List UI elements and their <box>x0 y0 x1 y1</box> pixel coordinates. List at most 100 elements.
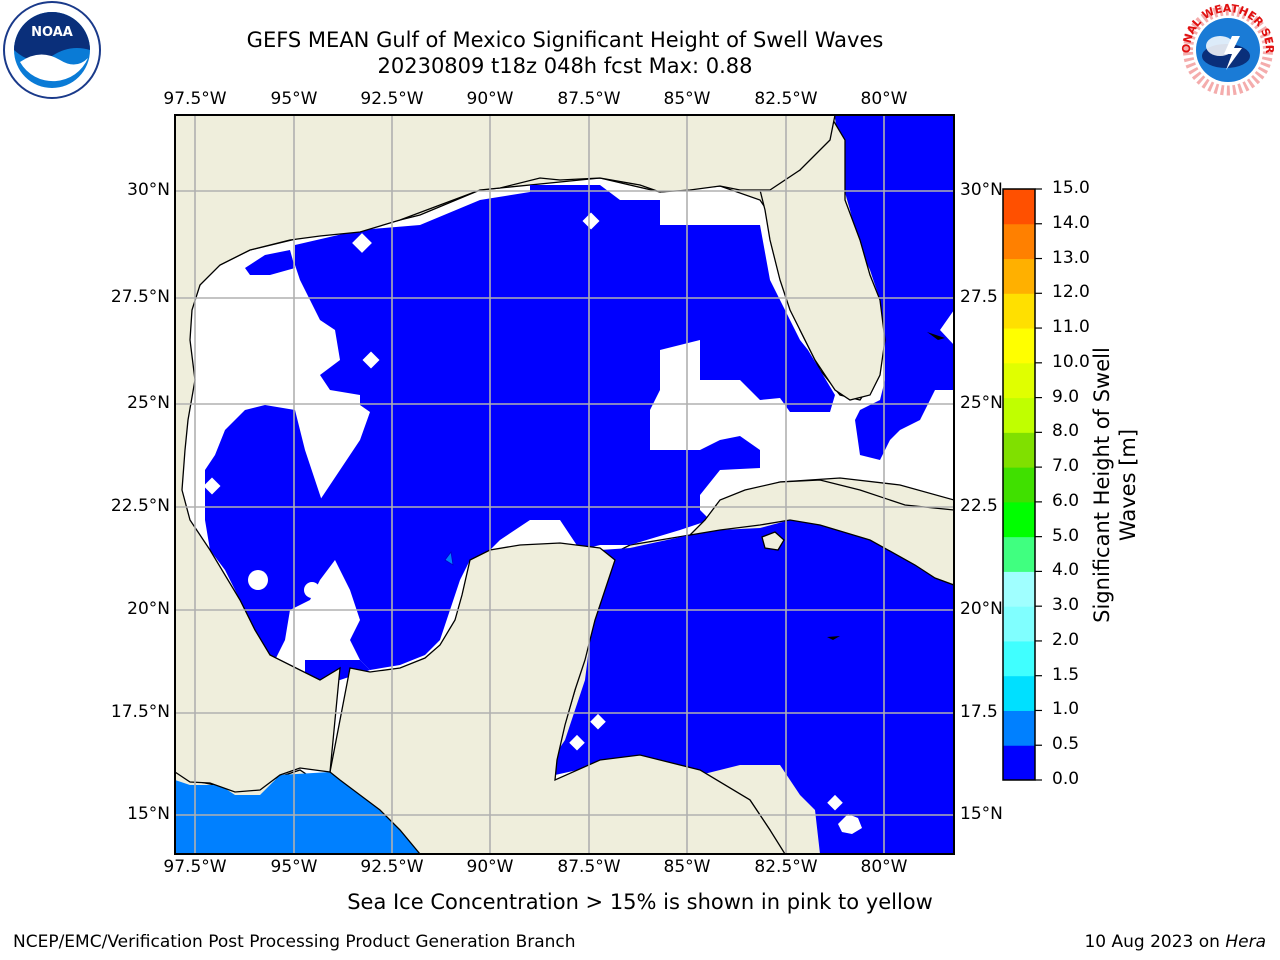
colorbar-tick-label: 9.0 <box>1052 386 1080 407</box>
grid-lines <box>175 115 954 854</box>
lat-label: 15°N <box>960 804 1003 824</box>
land-isle-youth <box>761 531 785 551</box>
colorbar-segment <box>1003 501 1035 538</box>
colorbar-label: Significant Height of Swell Waves [m] <box>1090 347 1140 623</box>
lon-label: 92.5°W <box>360 857 424 877</box>
colorbar-segment <box>1003 397 1035 433</box>
lat-label: 20°N <box>127 599 170 619</box>
footer-credit: NCEP/EMC/Verification Post Processing Pr… <box>13 932 576 952</box>
lon-label: 95°W <box>270 89 318 109</box>
colorbar-tick-label: 1.0 <box>1052 699 1080 720</box>
colorbar-segment <box>1003 432 1035 468</box>
sea-ice-note: Sea Ice Concentration > 15% is shown in … <box>347 890 933 914</box>
lon-label: 82.5°W <box>754 857 818 877</box>
lon-label: 85°W <box>663 857 711 877</box>
calm-cell <box>569 734 585 751</box>
svg-text:NOAA: NOAA <box>31 25 73 40</box>
land-yucatan <box>329 542 786 854</box>
lon-label: 87.5°W <box>557 89 621 109</box>
colorbar-segment <box>1003 328 1035 364</box>
swell-region-caribbean <box>555 520 954 854</box>
colorbar-tick-label: 12.0 <box>1052 282 1090 303</box>
lat-label: 22.5 <box>960 496 998 516</box>
calm-cell <box>838 814 862 834</box>
colorbar-segment <box>1003 362 1035 399</box>
colorbar-tick-label: 11.0 <box>1052 317 1090 338</box>
calm-cell <box>582 212 600 230</box>
lat-label: 30°N <box>960 180 1003 200</box>
island <box>827 636 840 640</box>
colorbar-tick-label: 4.0 <box>1052 560 1080 581</box>
colorbar-tick-label: 3.0 <box>1052 595 1080 616</box>
colorbar-tick-label: 13.0 <box>1052 247 1090 268</box>
swell-region-pacific <box>175 772 420 854</box>
colorbar-segment <box>1003 675 1035 711</box>
calm-cell <box>660 345 700 380</box>
lon-label: 85°W <box>663 89 711 109</box>
colorbar-segment <box>1003 571 1035 607</box>
calm-cell <box>827 794 843 811</box>
swell-region-upper-left <box>245 250 295 275</box>
colorbar-tick-label: 15.0 <box>1052 178 1090 198</box>
colorbar-tick-label: 1.5 <box>1052 664 1080 685</box>
colorbar-tick-label: 6.0 <box>1052 490 1080 511</box>
calm-cell <box>304 582 320 598</box>
lat-label: 20°N <box>960 599 1003 619</box>
colorbar-tick-label: 7.0 <box>1052 456 1080 477</box>
colorbar-segment <box>1003 293 1035 329</box>
colorbar <box>1002 188 1042 781</box>
colorbar-tick-label: 5.0 <box>1052 525 1080 546</box>
colorbar-segment <box>1003 536 1035 572</box>
footer-date: 10 Aug 2023 on Hera <box>1084 932 1266 952</box>
calm-cell <box>590 713 606 730</box>
lat-label: 27.5 <box>960 287 998 307</box>
colorbar-segment <box>1003 258 1035 294</box>
swell-region-west <box>205 405 335 660</box>
lat-label: 17.5°N <box>110 702 170 722</box>
colorbar-tick-label: 8.0 <box>1052 421 1080 442</box>
colorbar-segment <box>1003 606 1035 642</box>
lon-label: 80°W <box>860 89 908 109</box>
nws-logo: NATIONAL WEATHER SERVICE <box>1176 0 1276 98</box>
chart-subtitle: 20230809 t18z 048h fcst Max: 0.88 <box>377 54 753 78</box>
colorbar-segment <box>1003 640 1035 677</box>
lon-label: 87.5°W <box>557 857 621 877</box>
colorbar-segment <box>1003 223 1035 260</box>
swell-region-east <box>835 115 954 460</box>
lon-label: 97.5°W <box>163 857 227 877</box>
lat-label: 17.5 <box>960 702 998 722</box>
lon-label: 97.5°W <box>163 89 227 109</box>
chart-title: GEFS MEAN Gulf of Mexico Significant Hei… <box>246 28 884 52</box>
colorbar-tick-label: 14.0 <box>1052 212 1090 233</box>
colorbar-segment <box>1003 189 1035 225</box>
lon-label: 82.5°W <box>754 89 818 109</box>
lat-label: 15°N <box>127 804 170 824</box>
colorbar-segment <box>1003 745 1035 781</box>
lat-label: 27.5°N <box>110 287 170 307</box>
calm-cell <box>248 570 268 590</box>
island <box>444 550 454 566</box>
calm-cell <box>352 233 372 253</box>
island <box>927 332 945 340</box>
colorbar-tick-label: 2.0 <box>1052 629 1080 650</box>
lat-label: 22.5°N <box>110 496 170 516</box>
lon-label: 92.5°W <box>360 89 424 109</box>
lat-label: 30°N <box>127 180 170 200</box>
footer-host: Hera <box>1225 932 1266 952</box>
land-florida <box>759 115 886 401</box>
calm-cell <box>362 351 380 369</box>
lon-label: 95°W <box>270 857 318 877</box>
footer-date-text: 10 Aug 2023 on <box>1084 932 1226 952</box>
lat-label: 25°N <box>960 393 1003 413</box>
lon-label: 90°W <box>466 857 514 877</box>
colorbar-segment <box>1003 710 1035 746</box>
colorbar-tick-label: 0.0 <box>1052 769 1080 789</box>
lon-label: 80°W <box>860 857 908 877</box>
colorbar-segment <box>1003 467 1035 503</box>
colorbar-tick-label: 0.5 <box>1052 734 1080 755</box>
colorbar-tick-label: 10.0 <box>1052 351 1090 372</box>
calm-cell <box>203 477 221 495</box>
lat-label: 25°N <box>127 393 170 413</box>
noaa-logo: NOAA <box>3 1 101 99</box>
